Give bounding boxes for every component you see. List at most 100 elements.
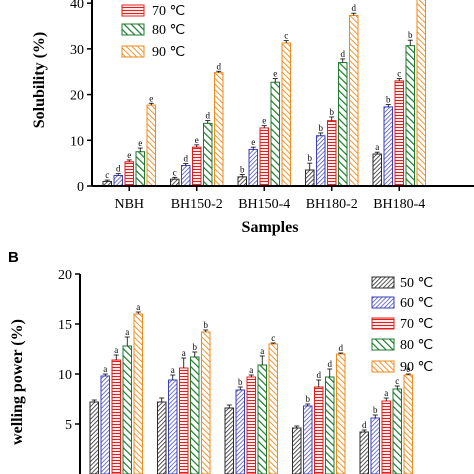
x-tick-label: BH150-2 xyxy=(171,197,223,212)
significance-letter: d xyxy=(317,370,322,380)
x-tick-label: BH180-4 xyxy=(373,197,425,212)
bar xyxy=(259,127,269,186)
bar xyxy=(292,427,302,474)
significance-letter: b xyxy=(204,320,209,330)
bar xyxy=(383,106,393,186)
significance-letter: d xyxy=(328,359,333,369)
bar xyxy=(314,386,324,474)
legend-label: 90 ℃ xyxy=(152,45,185,60)
significance-letter: e xyxy=(273,69,277,79)
bar xyxy=(248,148,258,186)
bar xyxy=(100,375,110,474)
bar xyxy=(327,120,337,186)
x-axis-title: Samples xyxy=(242,219,299,236)
bar xyxy=(303,405,313,474)
bar xyxy=(246,376,256,474)
significance-letter: b xyxy=(386,95,391,105)
legend-swatch xyxy=(121,45,145,58)
significance-letter: d xyxy=(184,154,189,164)
bar xyxy=(372,153,382,186)
bar xyxy=(157,401,167,474)
legend-label: 70 ℃ xyxy=(400,317,433,332)
bar xyxy=(122,345,132,474)
y-tick-label: 20 xyxy=(58,268,72,283)
bar xyxy=(270,81,280,186)
bar xyxy=(325,376,335,474)
x-tick-label: BH180-2 xyxy=(306,197,358,212)
significance-letter: e xyxy=(406,364,410,374)
legend-label: 50 ℃ xyxy=(400,276,433,291)
bar xyxy=(257,364,267,474)
significance-letter: a xyxy=(249,365,253,375)
significance-letter: e xyxy=(251,137,255,147)
bar xyxy=(281,42,291,186)
significance-letter: b xyxy=(373,405,378,415)
significance-letter: c xyxy=(105,170,109,180)
y-tick-label: 0 xyxy=(77,180,84,195)
significance-letter: d xyxy=(217,61,222,71)
bar xyxy=(124,161,134,186)
bar xyxy=(190,356,200,474)
y-tick-label: 10 xyxy=(70,134,84,149)
legend-swatch xyxy=(371,276,395,289)
significance-letter: c xyxy=(173,167,177,177)
legend-label: 60 ℃ xyxy=(400,296,433,311)
legend-swatch xyxy=(371,338,395,351)
significance-letter: e xyxy=(149,93,153,103)
bar xyxy=(235,389,245,474)
y-tick-label: 15 xyxy=(58,318,72,333)
significance-letter: a xyxy=(182,348,186,358)
bar xyxy=(370,417,380,474)
bar xyxy=(133,313,143,474)
significance-letter: c xyxy=(284,31,288,41)
significance-letter: d xyxy=(339,343,344,353)
bar xyxy=(338,62,348,186)
legend-label: 90 ℃ xyxy=(400,360,433,375)
legend-swatch xyxy=(121,4,145,17)
bar xyxy=(268,343,278,474)
legend-swatch xyxy=(121,23,145,36)
bar xyxy=(403,374,413,474)
bar xyxy=(305,169,315,186)
legend-label: 80 ℃ xyxy=(152,23,185,38)
bar xyxy=(89,401,99,474)
significance-letter: a xyxy=(114,345,118,355)
legend-swatch xyxy=(371,317,395,330)
significance-letter: c xyxy=(395,376,399,386)
bar xyxy=(416,0,426,186)
significance-letter: e xyxy=(262,116,266,126)
bar xyxy=(394,80,404,186)
y-axis-title: Solubility (%) xyxy=(31,32,48,128)
y-tick-label: 40 xyxy=(70,0,84,12)
significance-letter: e xyxy=(127,150,131,160)
significance-letter: a xyxy=(136,302,140,312)
significance-letter: a xyxy=(375,142,379,152)
bar xyxy=(201,331,211,474)
significance-letter: b xyxy=(193,342,198,352)
significance-letter: c xyxy=(271,333,275,343)
significance-letter: d xyxy=(206,111,211,121)
bar xyxy=(181,164,191,186)
significance-letter: b xyxy=(330,107,335,117)
significance-letter: e xyxy=(138,138,142,148)
bar xyxy=(214,72,224,186)
significance-letter: b xyxy=(238,377,243,387)
bar xyxy=(192,146,202,186)
significance-letter: b xyxy=(308,153,313,163)
bar xyxy=(359,431,369,474)
significance-letter: d xyxy=(116,164,121,174)
x-tick-label: BH150-4 xyxy=(238,197,290,212)
y-tick-label: 5 xyxy=(65,418,72,433)
legend-swatch xyxy=(371,296,395,309)
bar xyxy=(179,367,189,474)
significance-letter: b xyxy=(319,123,324,133)
bar xyxy=(237,176,247,186)
significance-letter: b xyxy=(306,394,311,404)
significance-letter: d xyxy=(352,3,357,13)
bar xyxy=(336,353,346,474)
